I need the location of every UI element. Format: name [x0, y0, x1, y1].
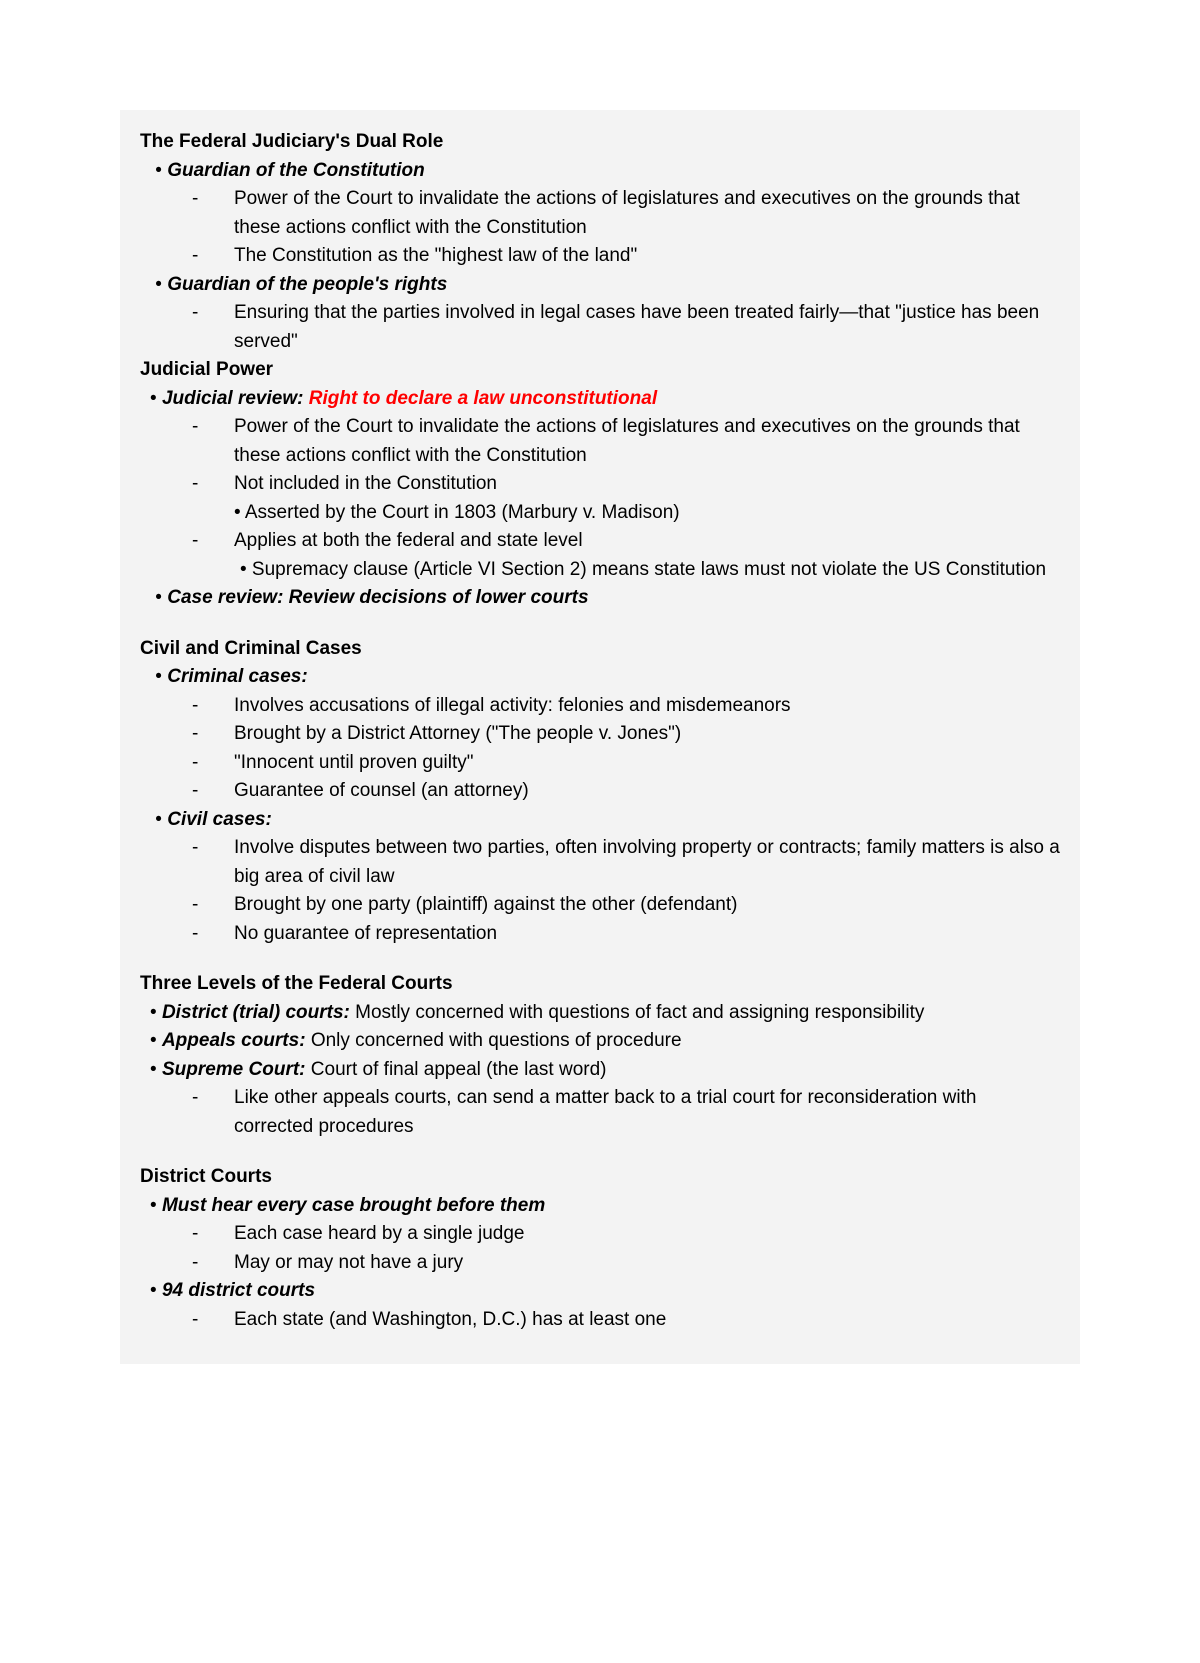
list-item: Involves accusations of illegal activity… — [192, 692, 1060, 721]
list-item: Ensuring that the parties involved in le… — [192, 299, 1060, 356]
bullet-district-trial: • District (trial) courts: Mostly concer… — [140, 999, 1060, 1028]
bullet-94-courts: • 94 district courts — [140, 1277, 1060, 1306]
highlight-text: Right to declare a law unconstitutional — [309, 388, 657, 409]
document-page: The Federal Judiciary's Dual Role • Guar… — [120, 110, 1080, 1364]
sub-bullet: • Asserted by the Court in 1803 (Marbury… — [140, 499, 1060, 528]
dash-list: Each case heard by a single judge May or… — [140, 1220, 1060, 1277]
dash-list: Involves accusations of illegal activity… — [140, 692, 1060, 806]
list-item: The Constitution as the "highest law of … — [192, 242, 1060, 271]
text: Only concerned with questions of procedu… — [311, 1030, 682, 1051]
label: Supreme Court: — [162, 1059, 311, 1080]
label: Case review: Review decisions of lower c… — [167, 587, 588, 608]
dash-list: Ensuring that the parties involved in le… — [140, 299, 1060, 356]
bullet-appeals-courts: • Appeals courts: Only concerned with qu… — [140, 1027, 1060, 1056]
heading-dual-role: The Federal Judiciary's Dual Role — [140, 128, 1060, 157]
bullet-criminal-cases: • Criminal cases: — [140, 663, 1060, 692]
list-item: Power of the Court to invalidate the act… — [192, 413, 1060, 470]
list-item: Brought by a District Attorney ("The peo… — [192, 720, 1060, 749]
list-item: Power of the Court to invalidate the act… — [192, 185, 1060, 242]
label: Guardian of the people's rights — [167, 274, 447, 295]
label: Judicial review: — [162, 388, 309, 409]
label: Civil cases: — [167, 809, 272, 830]
list-item: Each case heard by a single judge — [192, 1220, 1060, 1249]
list-item: "Innocent until proven guilty" — [192, 749, 1060, 778]
dash-list: Power of the Court to invalidate the act… — [140, 185, 1060, 271]
bullet-civil-cases: • Civil cases: — [140, 806, 1060, 835]
dash-list: Like other appeals courts, can send a ma… — [140, 1084, 1060, 1141]
list-item: May or may not have a jury — [192, 1249, 1060, 1278]
label: Must hear every case brought before them — [162, 1195, 545, 1216]
text: Court of final appeal (the last word) — [311, 1059, 607, 1080]
label: Guardian of the Constitution — [167, 160, 425, 181]
list-item: Like other appeals courts, can send a ma… — [192, 1084, 1060, 1141]
list-item: Applies at both the federal and state le… — [192, 527, 1060, 556]
dash-list: Involve disputes between two parties, of… — [140, 834, 1060, 948]
label: District (trial) courts: — [162, 1002, 355, 1023]
dash-list: Power of the Court to invalidate the act… — [140, 413, 1060, 499]
bullet-guardian-rights: • Guardian of the people's rights — [140, 271, 1060, 300]
bullet-judicial-review: • Judicial review: Right to declare a la… — [140, 385, 1060, 414]
list-item: Guarantee of counsel (an attorney) — [192, 777, 1060, 806]
heading-civil-criminal: Civil and Criminal Cases — [140, 635, 1060, 664]
list-item: No guarantee of representation — [192, 920, 1060, 949]
heading-judicial-power: Judicial Power — [140, 356, 1060, 385]
list-item: Not included in the Constitution — [192, 470, 1060, 499]
heading-district-courts: District Courts — [140, 1163, 1060, 1192]
dash-list: Each state (and Washington, D.C.) has at… — [140, 1306, 1060, 1335]
label: Appeals courts: — [162, 1030, 311, 1051]
list-item: Each state (and Washington, D.C.) has at… — [192, 1306, 1060, 1335]
dash-list: Applies at both the federal and state le… — [140, 527, 1060, 556]
bullet-guardian-constitution: • Guardian of the Constitution — [140, 157, 1060, 186]
label: Criminal cases: — [167, 666, 307, 687]
bullet-case-review: • Case review: Review decisions of lower… — [140, 584, 1060, 613]
bullet-must-hear: • Must hear every case brought before th… — [140, 1192, 1060, 1221]
sub-bullet: • Supremacy clause (Article VI Section 2… — [140, 556, 1060, 585]
text: Mostly concerned with questions of fact … — [355, 1002, 924, 1023]
bullet-supreme-court: • Supreme Court: Court of final appeal (… — [140, 1056, 1060, 1085]
list-item: Brought by one party (plaintiff) against… — [192, 891, 1060, 920]
label: 94 district courts — [162, 1280, 315, 1301]
list-item: Involve disputes between two parties, of… — [192, 834, 1060, 891]
heading-three-levels: Three Levels of the Federal Courts — [140, 970, 1060, 999]
